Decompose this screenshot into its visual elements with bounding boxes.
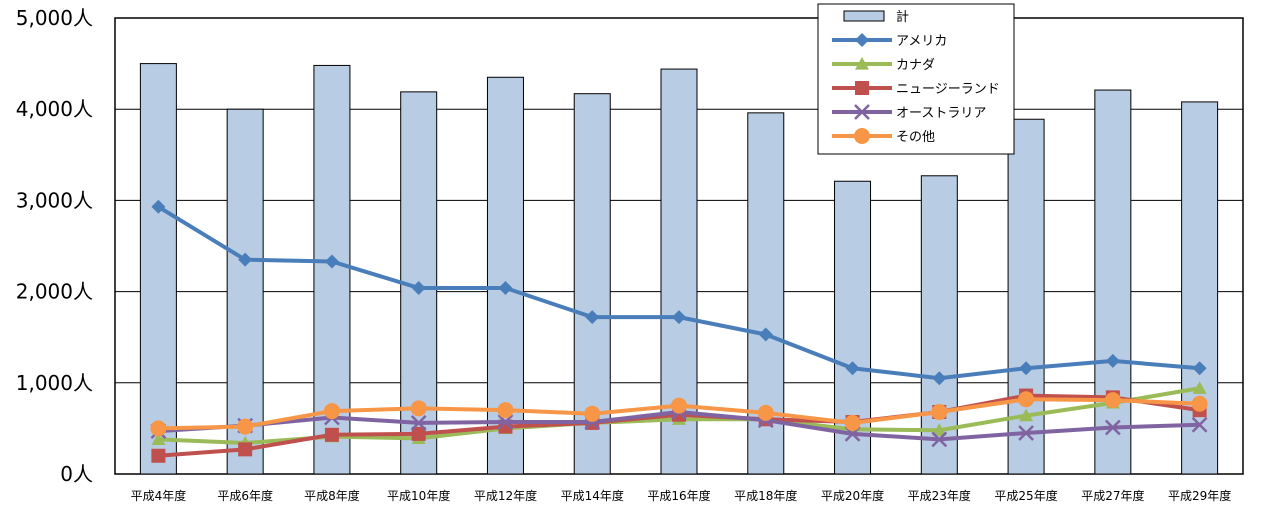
series-circle: [150, 391, 1208, 437]
legend-box: [817, 3, 1015, 155]
y-tick-label: 2,000人: [16, 280, 93, 304]
data-point: [855, 81, 869, 95]
data-point: [1105, 353, 1120, 368]
x-tick-label: 平成12年度: [474, 488, 537, 503]
legend-label: ニュージーランド: [896, 82, 1000, 97]
x-tick-label: 平成25年度: [994, 488, 1057, 503]
x-tick-label: 平成14年度: [561, 488, 624, 503]
legend-item: その他: [832, 128, 935, 145]
data-point: [1019, 408, 1034, 422]
x-tick-label: 平成4年度: [131, 488, 187, 503]
data-point: [237, 418, 254, 435]
series-lines: [150, 199, 1208, 463]
bar: [573, 93, 611, 475]
data-point: [498, 280, 513, 295]
data-point: [855, 33, 869, 47]
legend-item: オーストラリア: [832, 104, 986, 121]
data-point: [671, 397, 687, 414]
data-point: [151, 448, 166, 463]
data-point: [672, 310, 686, 325]
data-point: [585, 310, 600, 325]
data-point: [1191, 416, 1208, 433]
legend-label: アメリカ: [896, 34, 947, 49]
data-point: [931, 431, 948, 448]
legend-label: オーストラリア: [896, 106, 986, 121]
data-point: [931, 403, 948, 420]
data-point: [410, 415, 427, 431]
y-tick-label: 4,000人: [16, 97, 93, 121]
legend-label: カナダ: [896, 58, 935, 73]
x-tick-label: 平成18年度: [734, 488, 797, 503]
data-point: [854, 104, 870, 120]
y-tick-label: 5,000人: [16, 6, 93, 30]
data-point: [932, 423, 947, 436]
x-tick-label: 平成10年度: [387, 488, 450, 503]
data-point: [854, 128, 870, 144]
data-point: [855, 57, 869, 70]
data-point: [324, 254, 339, 269]
x-tick-label: 平成20年度: [821, 488, 884, 503]
bar: [226, 108, 264, 475]
legend-item: カナダ: [832, 57, 935, 73]
data-point: [845, 361, 860, 376]
x-tick-label: 平成8年度: [304, 488, 360, 503]
x-tick-label: 平成29年度: [1168, 488, 1231, 503]
bar: [1181, 101, 1219, 475]
data-point: [1192, 361, 1207, 376]
x-tick-label: 平成6年度: [217, 488, 273, 503]
y-tick-label: 0人: [60, 462, 93, 486]
data-point: [151, 199, 166, 214]
data-point: [1018, 391, 1035, 408]
x-axis-ticks: 平成4年度 平成6年度 平成8年度 平成10年度 平成12年度 平成14年度 平成16年度 平…: [131, 488, 1232, 503]
data-point: [497, 402, 514, 419]
legend-item: ニュージーランド: [832, 81, 1000, 97]
legend-label: その他: [896, 130, 935, 145]
data-point: [1191, 395, 1208, 412]
x-tick-label: 平成16年度: [647, 488, 710, 503]
data-point: [758, 327, 773, 342]
data-point: [757, 404, 774, 421]
data-point: [151, 432, 166, 445]
series-diamond: [151, 199, 1207, 386]
y-tick-label: 3,000人: [16, 188, 93, 212]
legend-item: アメリカ: [832, 33, 947, 49]
y-axis-ticks: 0人 1,000人 2,000人 3,000人 4,000人 5,000人: [16, 6, 93, 486]
data-point: [324, 427, 339, 442]
data-point: [411, 426, 426, 441]
data-point: [1018, 425, 1034, 441]
x-tick-label: 平成27年度: [1081, 488, 1144, 503]
data-point: [932, 371, 947, 386]
x-tick-label: 平成23年度: [908, 488, 971, 503]
data-point: [238, 252, 253, 267]
legend-label: 計: [896, 9, 909, 25]
data-point: [1192, 381, 1207, 394]
data-point: [238, 442, 253, 457]
data-point: [584, 405, 601, 422]
data-point: [410, 400, 427, 417]
data-point: [1104, 392, 1121, 409]
data-point: [497, 414, 514, 430]
data-point: [844, 414, 861, 431]
y-tick-label: 1,000人: [16, 371, 93, 395]
bar: [139, 63, 177, 475]
legend-item: 計: [843, 9, 909, 25]
data-point: [150, 420, 167, 437]
data-point: [323, 403, 340, 420]
bar: [1094, 89, 1132, 475]
data-point: [1104, 419, 1121, 436]
legend-swatch: [843, 10, 885, 22]
data-point: [411, 280, 426, 295]
data-point: [1019, 361, 1034, 376]
